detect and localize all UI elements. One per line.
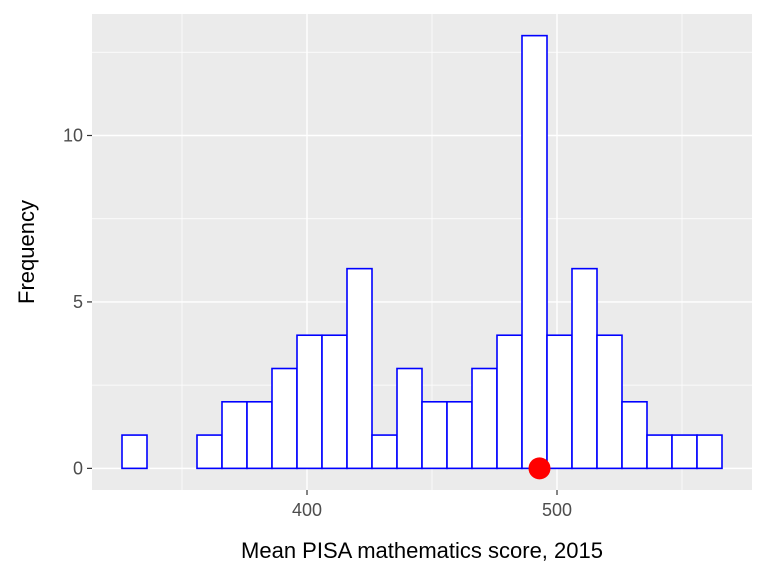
- histogram-bars: [121, 34, 723, 470]
- histogram-bar: [596, 334, 623, 470]
- y-axis-tick-labels: 0 5 10: [63, 125, 83, 478]
- x-tick-label: 400: [292, 500, 322, 520]
- histogram-bar: [496, 334, 523, 470]
- x-axis-title: Mean PISA mathematics score, 2015: [241, 538, 603, 563]
- y-tick-label: 0: [73, 458, 83, 478]
- histogram-bar: [571, 267, 598, 470]
- x-tick-label: 500: [542, 500, 572, 520]
- y-tick-label: 10: [63, 125, 83, 145]
- histogram-bar: [321, 334, 348, 470]
- histogram-bar: [371, 434, 398, 470]
- red-marker-point: [528, 457, 551, 480]
- histogram-bar: [696, 434, 723, 470]
- histogram-bar: [621, 400, 648, 470]
- histogram-bar: [446, 400, 473, 470]
- histogram-bar: [246, 400, 273, 470]
- histogram-bar: [121, 434, 148, 470]
- histogram-bar: [646, 434, 673, 470]
- histogram-bar: [671, 434, 698, 470]
- histogram-bar: [296, 334, 323, 470]
- histogram-bar: [221, 400, 248, 470]
- y-tick-label: 5: [73, 292, 83, 312]
- histogram-bar: [346, 267, 373, 470]
- histogram-bar: [421, 400, 448, 470]
- histogram-bar: [471, 367, 498, 470]
- y-axis-title: Frequency: [14, 200, 39, 304]
- histogram-bar: [546, 334, 573, 470]
- histogram-bar: [521, 34, 548, 470]
- axis-ticks: [87, 134, 558, 495]
- histogram-bar: [196, 434, 223, 470]
- histogram-bar: [396, 367, 423, 470]
- histogram-bar: [271, 367, 298, 470]
- marker-layer: [528, 457, 551, 480]
- x-axis-tick-labels: 400 500: [292, 500, 572, 520]
